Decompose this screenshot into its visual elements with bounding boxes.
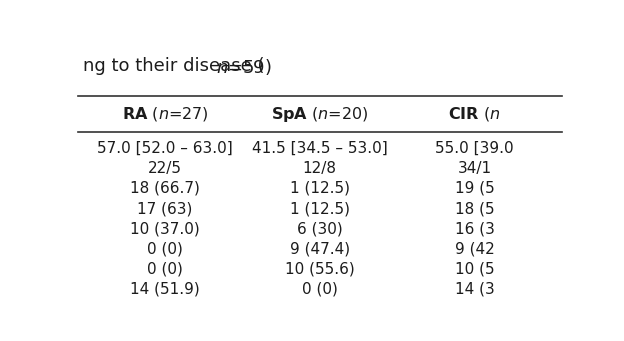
Text: 22/5: 22/5: [148, 161, 182, 176]
Text: $\it{n}$=59): $\it{n}$=59): [216, 57, 271, 77]
Text: 14 (51.9): 14 (51.9): [130, 282, 200, 297]
Text: 1 (12.5): 1 (12.5): [290, 201, 350, 216]
Text: 41.5 [34.5 – 53.0]: 41.5 [34.5 – 53.0]: [252, 140, 388, 155]
Text: 19 (5: 19 (5: [455, 181, 494, 196]
Text: 10 (5: 10 (5: [455, 262, 494, 277]
Text: 10 (55.6): 10 (55.6): [285, 262, 354, 277]
Text: 0 (0): 0 (0): [302, 282, 338, 297]
Text: 10 (37.0): 10 (37.0): [130, 221, 200, 236]
Text: 55.0 [39.0: 55.0 [39.0: [435, 140, 514, 155]
Text: 6 (30): 6 (30): [297, 221, 343, 236]
Text: 12/8: 12/8: [303, 161, 337, 176]
Text: 34/1: 34/1: [457, 161, 492, 176]
Text: 1 (12.5): 1 (12.5): [290, 181, 350, 196]
Text: $\bf{CIR}$ ($\it{n}$: $\bf{CIR}$ ($\it{n}$: [449, 105, 500, 123]
Text: 14 (3: 14 (3: [455, 282, 494, 297]
Text: ng to their disease (: ng to their disease (: [83, 57, 265, 75]
Text: 57.0 [52.0 – 63.0]: 57.0 [52.0 – 63.0]: [97, 140, 233, 155]
Text: $\bf{SpA}$ ($\it{n}$=20): $\bf{SpA}$ ($\it{n}$=20): [271, 105, 369, 124]
Text: 0 (0): 0 (0): [147, 262, 183, 277]
Text: 18 (66.7): 18 (66.7): [130, 181, 200, 196]
Text: 16 (3: 16 (3: [455, 221, 494, 236]
Text: 9 (47.4): 9 (47.4): [290, 241, 350, 256]
Text: 0 (0): 0 (0): [147, 241, 183, 256]
Text: 17 (63): 17 (63): [137, 201, 193, 216]
Text: 9 (42: 9 (42: [455, 241, 494, 256]
Text: 18 (5: 18 (5: [455, 201, 494, 216]
Text: $\bf{RA}$ ($\it{n}$=27): $\bf{RA}$ ($\it{n}$=27): [122, 105, 208, 123]
